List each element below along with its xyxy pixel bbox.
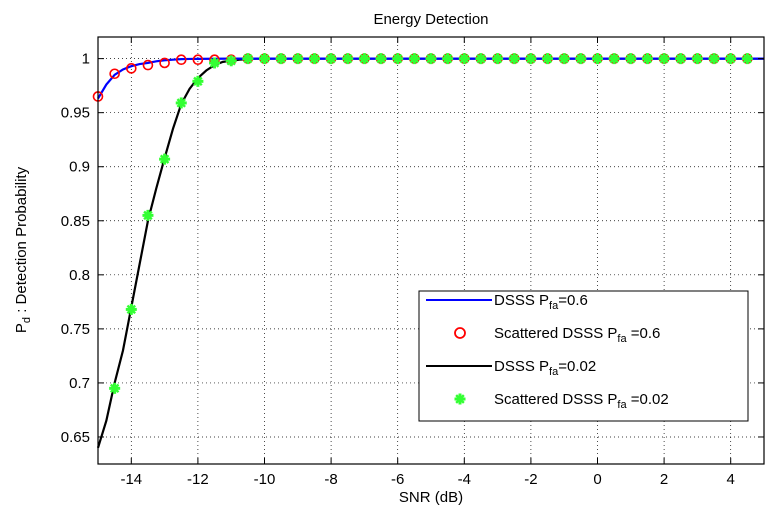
data-point-star xyxy=(192,75,204,87)
data-point-star xyxy=(242,53,254,65)
data-point-circle xyxy=(126,63,137,74)
data-point-star xyxy=(691,53,703,65)
legend-label-sub: fa xyxy=(617,333,627,345)
y-axis-label: Pd : Detection Probability xyxy=(13,166,33,333)
legend-label-main: Scattered DSSS P xyxy=(494,325,617,342)
data-point-star xyxy=(325,53,337,65)
legend-swatch-star-green xyxy=(454,393,466,405)
data-point-star xyxy=(741,53,753,65)
plot-frame xyxy=(97,36,765,465)
data-point-circle xyxy=(109,68,120,80)
chart-title: Energy Detection xyxy=(373,11,488,28)
legend-entry-dsss-pfa-0.6: DSSS Pfa=0.6 xyxy=(426,292,588,312)
x-tick-label: 4 xyxy=(727,471,735,488)
legend-swatch-circle-red xyxy=(454,327,466,339)
y-tick-label: 0.75 xyxy=(61,321,90,338)
x-tick-label: -6 xyxy=(391,471,404,488)
data-point-circle xyxy=(175,54,187,66)
y-axis-label-rest: : Detection Probability xyxy=(13,166,30,317)
data-point-star xyxy=(109,382,121,394)
legend-label: DSSS Pfa=0.02 xyxy=(494,358,596,378)
data-point-star xyxy=(508,53,520,65)
legend-label: DSSS Pfa=0.6 xyxy=(494,292,588,312)
data-point-star xyxy=(225,55,237,67)
data-point-circle xyxy=(142,59,154,71)
data-point-star xyxy=(525,53,537,65)
data-point-star xyxy=(641,53,653,65)
legend-label: Scattered DSSS Pfa =0.02 xyxy=(494,391,669,411)
legend-star-mark xyxy=(454,393,466,405)
y-tick-label: 1 xyxy=(82,51,90,68)
legend-entry-dsss-pfa-0.02: DSSS Pfa=0.02 xyxy=(426,358,596,378)
data-point-star xyxy=(542,53,554,65)
data-point-star xyxy=(558,53,570,65)
data-point-star xyxy=(292,53,304,65)
legend-label-sub: fa xyxy=(549,300,559,312)
y-tick-label: 0.85 xyxy=(61,213,90,230)
legend-label-main: Scattered DSSS P xyxy=(494,391,617,408)
x-tick-label: -12 xyxy=(187,471,209,488)
data-point-star xyxy=(625,53,637,65)
x-tick-label: 2 xyxy=(660,471,668,488)
legend-entry-scattered-pfa-0.6: Scattered DSSS Pfa =0.6 xyxy=(454,325,660,345)
x-tick-label: -4 xyxy=(458,471,471,488)
x-tick-label: -8 xyxy=(324,471,337,488)
data-point-star xyxy=(425,53,437,65)
legend-label-main: DSSS P xyxy=(494,358,549,375)
x-axis-label: SNR (dB) xyxy=(399,489,463,506)
data-point-star xyxy=(608,53,620,65)
legend-label-rest: =0.6 xyxy=(558,292,588,309)
y-tick-label: 0.65 xyxy=(61,429,90,446)
x-tick-label: 0 xyxy=(593,471,601,488)
y-tick-label: 0.7 xyxy=(69,375,90,392)
legend-box xyxy=(418,290,749,422)
legend-label-sub: fa xyxy=(617,399,627,411)
data-point-star xyxy=(342,53,354,65)
legend-entry-scattered-pfa-0.02: Scattered DSSS Pfa =0.02 xyxy=(454,391,669,411)
data-point-star xyxy=(725,53,737,65)
axis-ticks: -14 -12 -10 -8 -6 -4 -2 0 2 4 0.65 0.7 0.75 0.8 0.85 0.… xyxy=(61,37,764,488)
data-point-star xyxy=(675,53,687,65)
data-point-star xyxy=(408,53,420,65)
data-point-star xyxy=(458,53,470,65)
legend-label-main: DSSS P xyxy=(494,292,549,309)
data-point-circle xyxy=(159,57,170,69)
x-tick-label: -10 xyxy=(254,471,276,488)
data-point-star xyxy=(442,53,454,65)
legend: DSSS Pfa=0.6 Scattered DSSS Pfa =0.6 DSS… xyxy=(418,290,749,422)
data-point-star xyxy=(375,53,387,65)
legend-label-sub: fa xyxy=(549,366,559,378)
x-tick-label: -14 xyxy=(120,471,142,488)
y-tick-label: 0.8 xyxy=(69,267,90,284)
legend-label-rest: =0.6 xyxy=(627,325,661,342)
data-point-star xyxy=(392,53,404,65)
legend-label-rest: =0.02 xyxy=(627,391,669,408)
y-axis-label-main: P xyxy=(13,323,30,333)
legend-label: Scattered DSSS Pfa =0.6 xyxy=(494,325,660,345)
data-point-star xyxy=(175,97,187,109)
y-tick-label: 0.9 xyxy=(69,159,90,176)
x-tick-label: -2 xyxy=(524,471,537,488)
data-point-star xyxy=(209,57,221,69)
data-point-star xyxy=(492,53,504,65)
data-point-star xyxy=(259,53,270,65)
data-point-star xyxy=(142,209,154,221)
data-point-star xyxy=(475,53,487,65)
data-point-star xyxy=(575,53,587,65)
data-point-star xyxy=(275,53,287,65)
data-point-star xyxy=(358,53,370,65)
data-point-star xyxy=(658,53,670,65)
data-point-star xyxy=(125,303,137,315)
data-point-star xyxy=(308,53,320,65)
y-axis-label-sub: d xyxy=(21,317,33,323)
data-point-star xyxy=(708,53,720,65)
plot-series xyxy=(92,53,764,449)
legend-label-rest: =0.02 xyxy=(558,358,596,375)
y-tick-label: 0.95 xyxy=(61,105,90,122)
data-point-star xyxy=(592,53,603,65)
data-point-circle xyxy=(192,54,204,66)
data-point-star xyxy=(159,153,171,165)
